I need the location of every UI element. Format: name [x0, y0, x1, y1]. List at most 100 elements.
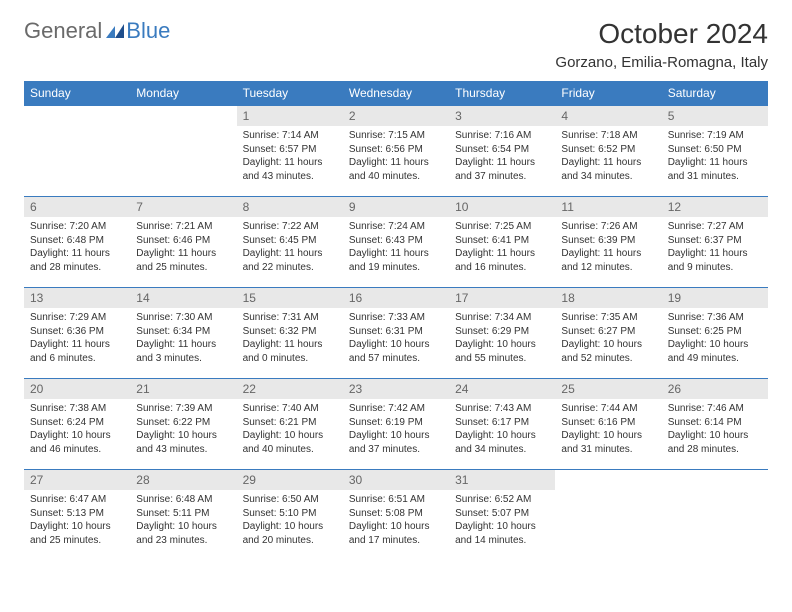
day-cell: 18Sunrise: 7:35 AMSunset: 6:27 PMDayligh… — [555, 288, 661, 379]
sunrise-text: Sunrise: 7:20 AM — [30, 220, 124, 234]
sunset-text: Sunset: 6:43 PM — [349, 234, 443, 248]
dow-wednesday: Wednesday — [343, 81, 449, 106]
daylight-text: Daylight: 10 hours and 40 minutes. — [243, 429, 337, 456]
dow-friday: Friday — [555, 81, 661, 106]
day-number: 3 — [449, 106, 555, 126]
day-cell: 24Sunrise: 7:43 AMSunset: 6:17 PMDayligh… — [449, 379, 555, 470]
sunset-text: Sunset: 6:29 PM — [455, 325, 549, 339]
sunset-text: Sunset: 6:57 PM — [243, 143, 337, 157]
sunrise-text: Sunrise: 7:39 AM — [136, 402, 230, 416]
sunset-text: Sunset: 6:36 PM — [30, 325, 124, 339]
day-cell: 2Sunrise: 7:15 AMSunset: 6:56 PMDaylight… — [343, 106, 449, 197]
day-number: 6 — [24, 197, 130, 217]
week-row: 27 Sunrise: 6:47 AMSunset: 5:13 PM Dayligh… — [24, 470, 768, 561]
daylight-text: Daylight: 10 hours and 43 minutes. — [136, 429, 230, 456]
sunset-text: Sunset: 6:14 PM — [668, 416, 762, 430]
sunset-text: Sunset: 5:13 PM — [30, 507, 124, 521]
daylight-text: Daylight: 11 hours and 31 minutes. — [668, 156, 762, 183]
dow-row: Sunday Monday Tuesday Wednesday Thursday… — [24, 81, 768, 106]
sunset-text: Sunset: 6:16 PM — [561, 416, 655, 430]
day-number: 24 — [449, 379, 555, 399]
day-cell: 22Sunrise: 7:40 AMSunset: 6:21 PMDayligh… — [237, 379, 343, 470]
sunrise-text: Sunrise: 7:30 AM — [136, 311, 230, 325]
day-number: 22 — [237, 379, 343, 399]
day-body: Sunrise: 7:18 AMSunset: 6:52 PMDaylight:… — [555, 126, 661, 187]
title-block: October 2024 Gorzano, Emilia-Romagna, It… — [555, 18, 768, 71]
sunrise-text: Sunrise: 7:29 AM — [30, 311, 124, 325]
daylight-text: Daylight: 11 hours and 0 minutes. — [243, 338, 337, 365]
day-cell — [555, 470, 661, 561]
day-cell: 29Sunrise: 6:50 AMSunset: 5:10 PMDayligh… — [237, 470, 343, 561]
sunrise-text: Sunrise: 7:18 AM — [561, 129, 655, 143]
sunset-text: Sunset: 5:11 PM — [136, 507, 230, 521]
daylight-text: Daylight: 10 hours and 52 minutes. — [561, 338, 655, 365]
daylight-text: Daylight: 10 hours and 37 minutes. — [349, 429, 443, 456]
day-cell: 7Sunrise: 7:21 AMSunset: 6:46 PMDaylight… — [130, 197, 236, 288]
sunset-text: Sunset: 6:24 PM — [30, 416, 124, 430]
daylight-text: Daylight: 10 hours and 23 minutes. — [136, 520, 230, 547]
day-body: Sunrise: 7:27 AMSunset: 6:37 PMDaylight:… — [662, 217, 768, 278]
sunset-text: Sunset: 6:37 PM — [668, 234, 762, 248]
day-body: Sunrise: 7:19 AMSunset: 6:50 PMDaylight:… — [662, 126, 768, 187]
day-body: Sunrise: 7:21 AMSunset: 6:46 PMDaylight:… — [130, 217, 236, 278]
day-number: 8 — [237, 197, 343, 217]
sunset-text: Sunset: 6:34 PM — [136, 325, 230, 339]
sunset-text: Sunset: 6:54 PM — [455, 143, 549, 157]
daylight-text: Daylight: 11 hours and 25 minutes. — [136, 247, 230, 274]
day-cell: 30Sunrise: 6:51 AMSunset: 5:08 PMDayligh… — [343, 470, 449, 561]
daylight-text: Daylight: 11 hours and 37 minutes. — [455, 156, 549, 183]
day-cell: 31Sunrise: 6:52 AMSunset: 5:07 PMDayligh… — [449, 470, 555, 561]
sunrise-text: Sunrise: 7:14 AM — [243, 129, 337, 143]
logo-mark-icon — [106, 24, 124, 38]
sunset-text: Sunset: 6:17 PM — [455, 416, 549, 430]
sunset-text: Sunset: 5:10 PM — [243, 507, 337, 521]
day-body: Sunrise: 7:30 AMSunset: 6:34 PMDaylight:… — [130, 308, 236, 369]
sunrise-text: Sunrise: 7:21 AM — [136, 220, 230, 234]
day-number: 11 — [555, 197, 661, 217]
dow-thursday: Thursday — [449, 81, 555, 106]
day-number: 23 — [343, 379, 449, 399]
day-number: 20 — [24, 379, 130, 399]
day-cell: 14Sunrise: 7:30 AMSunset: 6:34 PMDayligh… — [130, 288, 236, 379]
day-body: Sunrise: 7:42 AMSunset: 6:19 PMDaylight:… — [343, 399, 449, 460]
sunrise-text: Sunrise: 6:47 AM — [30, 493, 124, 507]
day-body: Sunrise: 7:29 AMSunset: 6:36 PMDaylight:… — [24, 308, 130, 369]
day-cell: 5Sunrise: 7:19 AMSunset: 6:50 PMDaylight… — [662, 106, 768, 197]
day-number: 25 — [555, 379, 661, 399]
day-cell: 27Sunrise: 6:47 AMSunset: 5:13 PMDayligh… — [24, 470, 130, 561]
day-body: Sunrise: 7:46 AMSunset: 6:14 PMDaylight:… — [662, 399, 768, 460]
calendar-table: Sunday Monday Tuesday Wednesday Thursday… — [24, 81, 768, 560]
day-number: 26 — [662, 379, 768, 399]
day-cell: 10Sunrise: 7:25 AMSunset: 6:41 PMDayligh… — [449, 197, 555, 288]
day-number: 13 — [24, 288, 130, 308]
day-body: Sunrise: 7:43 AMSunset: 6:17 PMDaylight:… — [449, 399, 555, 460]
week-row: 13Sunrise: 7:29 AMSunset: 6:36 PMDayligh… — [24, 288, 768, 379]
day-cell: 4Sunrise: 7:18 AMSunset: 6:52 PMDaylight… — [555, 106, 661, 197]
dow-tuesday: Tuesday — [237, 81, 343, 106]
day-number: 27 — [24, 470, 130, 490]
daylight-text: Daylight: 11 hours and 16 minutes. — [455, 247, 549, 274]
daylight-text: Daylight: 10 hours and 17 minutes. — [349, 520, 443, 547]
daylight-text: Daylight: 11 hours and 28 minutes. — [30, 247, 124, 274]
daylight-text: Daylight: 10 hours and 31 minutes. — [561, 429, 655, 456]
day-number: 29 — [237, 470, 343, 490]
day-cell: 23Sunrise: 7:42 AMSunset: 6:19 PMDayligh… — [343, 379, 449, 470]
day-number: 17 — [449, 288, 555, 308]
sunrise-text: Sunrise: 6:51 AM — [349, 493, 443, 507]
sunrise-text: Sunrise: 7:34 AM — [455, 311, 549, 325]
day-number: 5 — [662, 106, 768, 126]
sunset-text: Sunset: 6:25 PM — [668, 325, 762, 339]
day-body: Sunrise: 6:50 AMSunset: 5:10 PMDaylight:… — [237, 490, 343, 551]
sunrise-text: Sunrise: 7:33 AM — [349, 311, 443, 325]
sunrise-text: Sunrise: 7:40 AM — [243, 402, 337, 416]
day-number: 1 — [237, 106, 343, 126]
sunrise-text: Sunrise: 7:35 AM — [561, 311, 655, 325]
daylight-text: Daylight: 10 hours and 57 minutes. — [349, 338, 443, 365]
day-number: 9 — [343, 197, 449, 217]
day-body: Sunrise: 7:40 AMSunset: 6:21 PMDaylight:… — [237, 399, 343, 460]
daylight-text: Daylight: 10 hours and 20 minutes. — [243, 520, 337, 547]
day-cell: 12Sunrise: 7:27 AMSunset: 6:37 PMDayligh… — [662, 197, 768, 288]
sunrise-text: Sunrise: 6:48 AM — [136, 493, 230, 507]
sunset-text: Sunset: 6:46 PM — [136, 234, 230, 248]
day-body: Sunrise: 7:33 AMSunset: 6:31 PMDaylight:… — [343, 308, 449, 369]
